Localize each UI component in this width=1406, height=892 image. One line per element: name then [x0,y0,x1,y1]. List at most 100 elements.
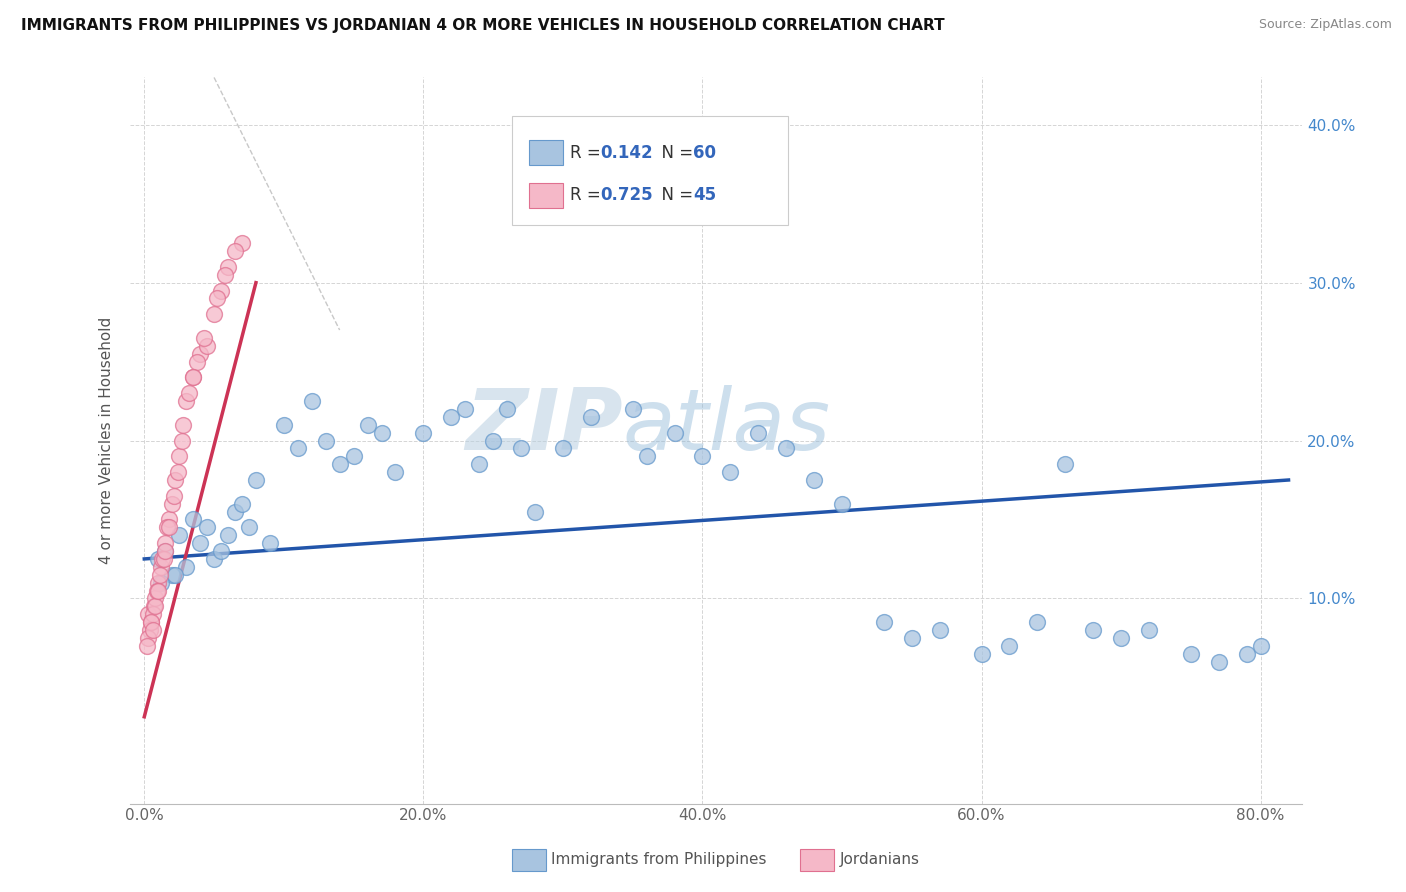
Point [138,631,160,645]
Point [160,497,183,511]
Point [148,583,170,598]
Point [718,465,741,479]
Point [873,615,896,629]
Point [181,370,204,384]
Point [384,465,406,479]
Point [209,284,232,298]
Point [510,442,533,456]
Point [155,544,177,558]
Text: IMMIGRANTS FROM PHILIPPINES VS JORDANIAN 4 OR MORE VEHICLES IN HOUSEHOLD CORRELA: IMMIGRANTS FROM PHILIPPINES VS JORDANIAN… [21,18,945,33]
Point [524,505,547,519]
Point [454,401,477,416]
Point [155,536,177,550]
Point [1054,457,1077,471]
Point [579,409,602,424]
Point [193,331,215,345]
Text: Immigrants from Philippines: Immigrants from Philippines [551,853,766,867]
Point [142,623,165,637]
Point [188,347,211,361]
Point [1180,647,1202,661]
Point [174,394,197,409]
Point [370,425,392,440]
Point [1137,623,1160,637]
Point [259,536,281,550]
Point [150,559,173,574]
Point [217,260,239,274]
Point [163,567,186,582]
Text: ZIP: ZIP [465,384,623,467]
Point [162,489,184,503]
Point [205,292,228,306]
Text: 45: 45 [693,186,717,204]
Point [202,552,225,566]
Point [146,583,169,598]
Point [970,647,993,661]
Point [301,394,323,409]
Point [167,450,190,464]
Point [155,544,177,558]
Text: 60: 60 [693,144,716,161]
Point [224,244,246,258]
Point [153,552,176,566]
Point [152,552,174,566]
Point [142,607,165,622]
Point [775,442,797,456]
Point [136,639,159,653]
Point [202,307,225,321]
Point [195,339,218,353]
Point [1026,615,1049,629]
Point [482,434,505,448]
Point [166,465,188,479]
Point [998,639,1021,653]
Point [181,370,204,384]
Point [747,425,769,440]
Point [1208,655,1230,669]
Text: N =: N = [651,186,699,204]
Point [138,607,160,622]
Point [160,567,183,582]
Text: atlas: atlas [623,384,831,467]
Point [181,512,204,526]
Text: 0.725: 0.725 [600,186,654,204]
Point [1250,639,1272,653]
Text: 0.142: 0.142 [600,144,654,161]
Point [195,520,218,534]
Text: Jordanians: Jordanians [839,853,920,867]
Point [145,599,167,614]
Point [238,520,260,534]
Point [287,442,309,456]
Point [148,575,170,590]
Point [231,236,253,251]
Text: R =: R = [569,144,606,161]
Point [412,425,434,440]
Point [141,615,163,629]
Text: R =: R = [569,186,606,204]
Point [356,417,378,432]
Point [214,268,236,282]
Point [551,442,574,456]
Point [329,457,352,471]
Point [141,615,163,629]
Point [217,528,239,542]
Point [468,457,491,471]
Y-axis label: 4 or more Vehicles in Household: 4 or more Vehicles in Household [100,317,114,564]
Point [692,450,714,464]
Point [315,434,337,448]
Point [496,401,519,416]
Point [1109,631,1132,645]
Point [167,528,190,542]
Point [224,505,246,519]
Point [1236,647,1258,661]
Point [174,559,197,574]
Point [170,434,193,448]
Point [900,631,922,645]
Point [157,520,180,534]
Point [273,417,295,432]
Point [163,473,186,487]
Point [245,473,267,487]
Text: Source: ZipAtlas.com: Source: ZipAtlas.com [1258,18,1392,31]
Point [636,450,658,464]
Point [440,409,463,424]
Point [209,544,232,558]
Point [145,591,167,606]
